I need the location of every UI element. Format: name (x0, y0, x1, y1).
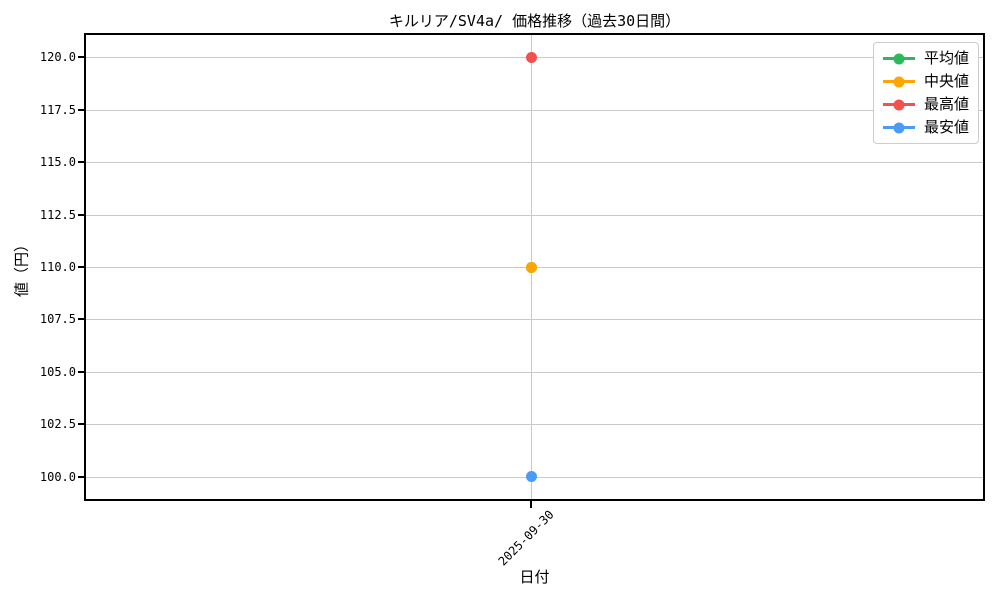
h-gridline (86, 215, 983, 216)
y-tick-mark (78, 266, 84, 268)
legend: 平均値中央値最高値最安値 (872, 42, 979, 144)
legend-marker-icon (893, 76, 905, 87)
x-tick-mark (530, 501, 532, 508)
legend-label: 中央値 (923, 72, 969, 90)
y-tick-label: 112.5 (39, 208, 76, 222)
y-tick-label: 107.5 (39, 312, 76, 326)
h-gridline (86, 372, 983, 373)
y-tick-mark (78, 476, 84, 478)
data-point-min (525, 471, 537, 483)
y-tick-label: 110.0 (39, 260, 76, 274)
y-tick-mark (78, 423, 84, 425)
y-tick-mark (78, 109, 84, 111)
y-tick-mark (78, 56, 84, 58)
legend-label: 最高値 (923, 95, 969, 113)
chart-title: キルリア/SV4a/ 価格推移（過去30日間） (388, 12, 681, 30)
y-tick-mark (78, 318, 84, 320)
data-point-median (525, 261, 537, 273)
legend-item-mean: 平均値 (882, 48, 969, 69)
legend-line-sample (882, 76, 915, 87)
legend-line-sample (882, 99, 915, 110)
y-tick-mark (78, 371, 84, 373)
y-tick-label: 102.5 (39, 417, 76, 431)
legend-label: 最安値 (923, 118, 969, 136)
x-axis-label: 日付 (519, 568, 550, 586)
data-point-max (525, 51, 537, 63)
x-tick-label: 2025-09-30 (495, 507, 557, 569)
legend-label: 平均値 (923, 49, 969, 67)
legend-item-max: 最高値 (882, 94, 969, 115)
y-tick-mark (78, 214, 84, 216)
plot-area (84, 33, 985, 501)
y-tick-label: 120.0 (39, 50, 76, 64)
h-gridline (86, 162, 983, 163)
legend-item-min: 最安値 (882, 117, 969, 138)
h-gridline (86, 319, 983, 320)
legend-marker-icon (893, 99, 905, 110)
y-tick-label: 115.0 (39, 155, 76, 169)
h-gridline (86, 110, 983, 111)
h-gridline (86, 424, 983, 425)
legend-marker-icon (893, 122, 905, 133)
legend-marker-icon (893, 53, 905, 64)
y-tick-mark (78, 161, 84, 163)
legend-line-sample (882, 53, 915, 64)
y-tick-label: 117.5 (39, 103, 76, 117)
y-tick-label: 100.0 (39, 470, 76, 484)
y-tick-label: 105.0 (39, 365, 76, 379)
legend-item-median: 中央値 (882, 71, 969, 92)
legend-line-sample (882, 122, 915, 133)
